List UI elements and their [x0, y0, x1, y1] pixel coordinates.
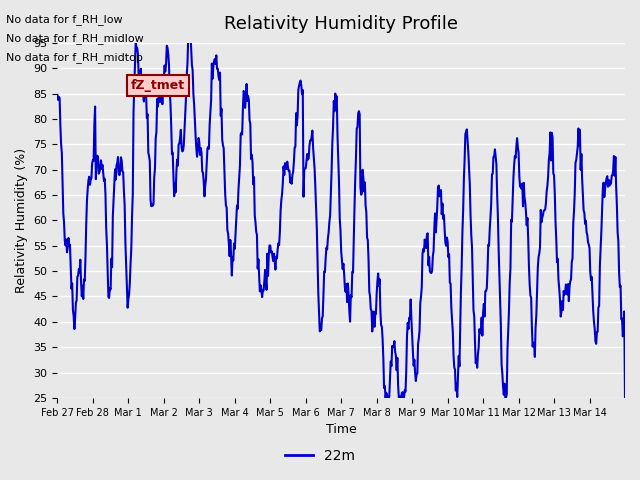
- Text: fZ_tmet: fZ_tmet: [131, 79, 186, 92]
- Y-axis label: Relativity Humidity (%): Relativity Humidity (%): [15, 148, 28, 293]
- Text: No data for f_RH_midtop: No data for f_RH_midtop: [6, 52, 143, 63]
- Legend: 22m: 22m: [280, 443, 360, 468]
- X-axis label: Time: Time: [326, 423, 356, 436]
- Title: Relativity Humidity Profile: Relativity Humidity Profile: [224, 15, 458, 33]
- Text: No data for f_RH_low: No data for f_RH_low: [6, 13, 123, 24]
- Text: No data for f_RH_midlow: No data for f_RH_midlow: [6, 33, 144, 44]
